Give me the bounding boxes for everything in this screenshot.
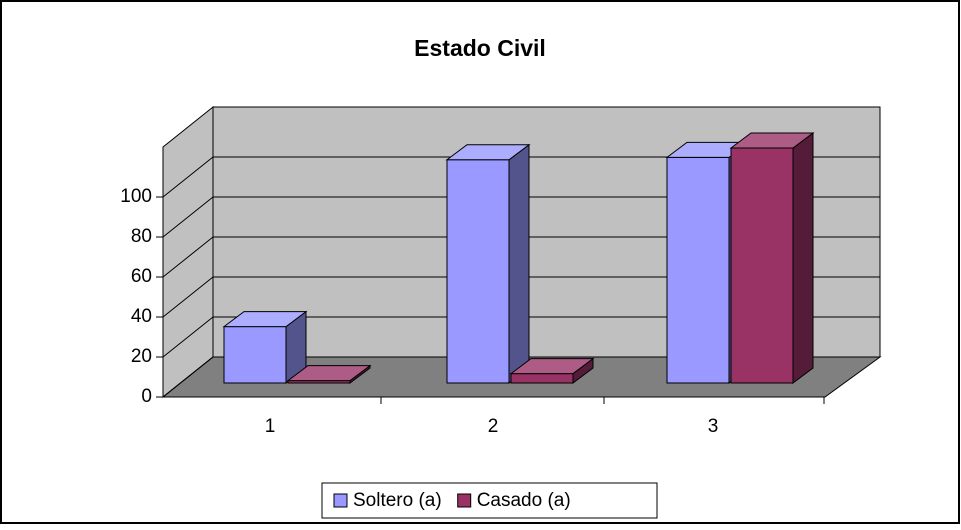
bar-face	[445, 144, 531, 161]
y-tick-label: 20	[131, 346, 152, 367]
bar-face	[792, 132, 814, 384]
bar-face	[729, 132, 815, 149]
legend-swatch	[457, 493, 472, 508]
bar-face	[510, 373, 574, 384]
legend-label: Soltero (a)	[353, 490, 442, 511]
bar-face	[730, 147, 794, 384]
bar-face	[666, 156, 730, 384]
y-tick-label: 100	[120, 186, 152, 207]
grid-line	[162, 236, 214, 278]
x-tick-label: 3	[708, 416, 719, 437]
bar	[286, 364, 372, 384]
bar	[445, 143, 531, 384]
bar-face	[509, 358, 595, 375]
legend-label: Casado (a)	[477, 490, 571, 511]
grid-line	[162, 276, 214, 318]
chart-title: Estado Civil	[414, 35, 546, 61]
bar	[222, 310, 308, 384]
grid-line	[162, 196, 214, 238]
legend-box	[321, 482, 658, 519]
grid-line	[162, 356, 214, 398]
bar-face	[286, 365, 372, 382]
bar-face	[446, 159, 510, 384]
x-tick-label: 2	[488, 416, 499, 437]
bar	[509, 357, 595, 384]
bar-face	[508, 143, 530, 384]
side-wall	[162, 105, 214, 399]
bar	[729, 132, 815, 384]
y-tick-label: 60	[131, 266, 152, 287]
bar-face	[223, 326, 287, 384]
y-tick-label: 40	[131, 306, 152, 327]
y-tick-label: 80	[131, 226, 152, 247]
y-tick-label: 0	[141, 386, 152, 407]
legend-swatch	[333, 493, 348, 508]
grid-line	[162, 156, 214, 198]
grid-line	[162, 316, 214, 358]
bar-face	[222, 311, 308, 328]
x-tick-label: 1	[265, 416, 276, 437]
